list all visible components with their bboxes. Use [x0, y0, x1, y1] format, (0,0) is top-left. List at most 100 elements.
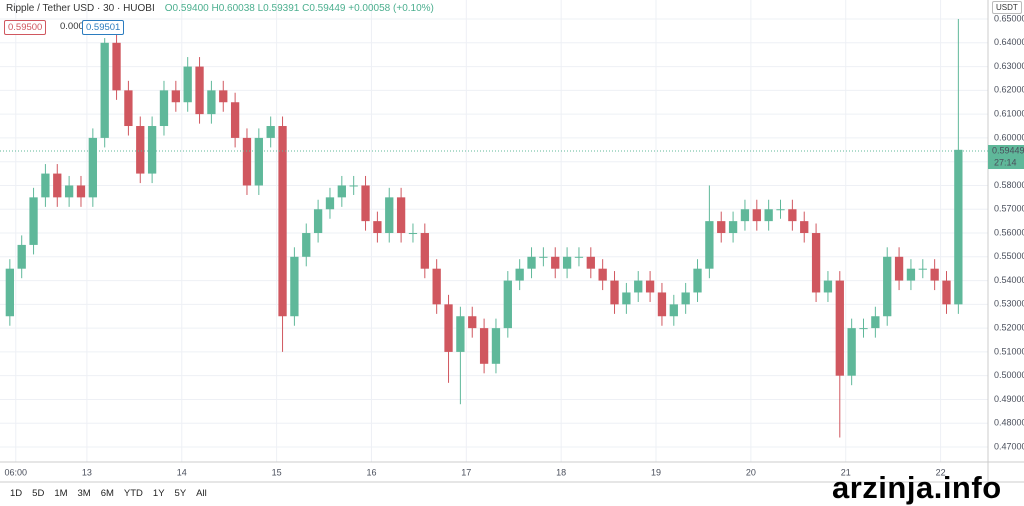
- ohlc-legend: O0.59400 H0.60038 L0.59391 C0.59449 +0.0…: [164, 3, 434, 14]
- candle-body: [349, 185, 358, 187]
- y-tick-label: 0.48000: [994, 418, 1024, 428]
- candle-body: [539, 256, 548, 258]
- candle-body: [871, 316, 880, 329]
- candle-body: [728, 221, 738, 234]
- candle-body: [361, 185, 370, 222]
- candle-body: [693, 268, 702, 293]
- currency: USDT: [992, 1, 1022, 14]
- y-tick-label: 0.55000: [994, 251, 1024, 261]
- candle-body: [408, 233, 418, 235]
- x-tick-label: 16: [366, 467, 376, 477]
- x-tick-label: 20: [746, 467, 756, 477]
- candle-body: [574, 256, 584, 258]
- range-button[interactable]: YTD: [123, 488, 143, 499]
- candle-body: [385, 197, 394, 234]
- candle-body: [195, 66, 204, 115]
- candle-body: [219, 90, 228, 103]
- candle-body: [41, 173, 50, 198]
- candle-body: [112, 42, 121, 91]
- toolbar: 1D 5D 1M 3M 6M YTD 1Y 5Y All: [10, 488, 217, 499]
- candle-body: [147, 126, 157, 174]
- range-button[interactable]: 5D: [32, 488, 45, 499]
- range-button[interactable]: 1M: [54, 488, 68, 499]
- candle-body: [883, 256, 892, 317]
- range-button[interactable]: 6M: [100, 488, 114, 499]
- y-tick-label: 0.62000: [994, 85, 1024, 95]
- candle-body: [954, 149, 963, 305]
- y-tick-label: 0.54000: [994, 275, 1024, 285]
- x-tick-label: 22: [936, 467, 946, 477]
- candle-body: [942, 280, 951, 305]
- candle-body: [740, 209, 750, 222]
- range-button[interactable]: 1Y: [152, 488, 165, 499]
- y-tick-label: 0.60000: [994, 132, 1024, 142]
- candle-body: [76, 185, 86, 198]
- candle-body: [254, 137, 263, 186]
- candle-body: [503, 280, 512, 329]
- candle-body: [527, 256, 536, 269]
- y-tick-label: 0.53000: [994, 299, 1024, 309]
- range-button[interactable]: 1D: [10, 488, 23, 499]
- candle-body: [681, 292, 690, 305]
- range-button[interactable]: All: [196, 488, 207, 499]
- candle-body: [207, 90, 216, 115]
- candle-body: [242, 137, 252, 186]
- candle-body: [800, 221, 809, 234]
- y-tick-label: 0.56000: [994, 227, 1024, 237]
- candle-body: [302, 233, 311, 257]
- candle-body: [171, 90, 180, 103]
- candle-body: [136, 126, 145, 174]
- candle-body: [930, 268, 939, 281]
- x-tick-label: 15: [272, 467, 282, 477]
- range-button[interactable]: 3M: [77, 488, 91, 499]
- candle-body: [634, 280, 643, 293]
- candle-body: [859, 328, 868, 330]
- candle-body: [88, 137, 97, 198]
- candle-body: [823, 280, 833, 293]
- candle-body: [918, 268, 927, 270]
- candle-body: [705, 221, 714, 269]
- candle-body: [313, 209, 323, 234]
- candle-body: [491, 328, 501, 364]
- candle-body: [290, 256, 299, 317]
- y-tick-label: 0.50000: [994, 370, 1024, 380]
- candle-body: [479, 328, 489, 364]
- candle-body: [183, 66, 192, 103]
- y-tick-label: 0.64000: [994, 37, 1024, 47]
- candle-body: [717, 221, 726, 234]
- candle-body: [373, 221, 382, 234]
- x-tick-label: 21: [841, 467, 851, 477]
- candle-body: [159, 90, 169, 127]
- candle-body: [622, 292, 631, 305]
- y-tick-label: 0.57000: [994, 204, 1024, 214]
- symbol: Ripple / Tether USD · 30 · HUOBI: [6, 3, 155, 14]
- candle-body: [337, 185, 346, 198]
- range-button[interactable]: 5Y: [174, 488, 187, 499]
- candle-body: [278, 126, 287, 317]
- y-tick-label: 0.63000: [994, 61, 1024, 71]
- candle-body: [53, 173, 62, 198]
- candle-body: [456, 316, 465, 352]
- y-tick-label: 0.61000: [994, 109, 1024, 119]
- candle-body: [835, 280, 844, 376]
- candle-body: [598, 268, 607, 281]
- candle-body: [669, 304, 678, 317]
- candle-body: [764, 209, 773, 222]
- sell-button[interactable]: 0.59500: [4, 20, 47, 35]
- candle-body: [811, 233, 821, 293]
- x-tick-label: 13: [82, 467, 92, 477]
- y-tick-label: 0.65000: [994, 13, 1024, 23]
- candle-body: [847, 328, 856, 376]
- candle-body: [420, 233, 429, 269]
- candle-body: [100, 42, 109, 138]
- x-tick-label: 06:00: [5, 467, 28, 477]
- x-tick-label: 14: [177, 467, 187, 477]
- candle-body: [906, 268, 916, 281]
- candle-body: [776, 209, 785, 211]
- candle-body: [230, 102, 240, 138]
- buy-button[interactable]: 0.59501: [82, 20, 125, 35]
- x-tick-label: 19: [651, 467, 661, 477]
- price-tag-label: 0.59449: [992, 145, 1024, 155]
- header: Ripple / Tether USD · 30 · HUOBI O0.59400…: [6, 3, 444, 14]
